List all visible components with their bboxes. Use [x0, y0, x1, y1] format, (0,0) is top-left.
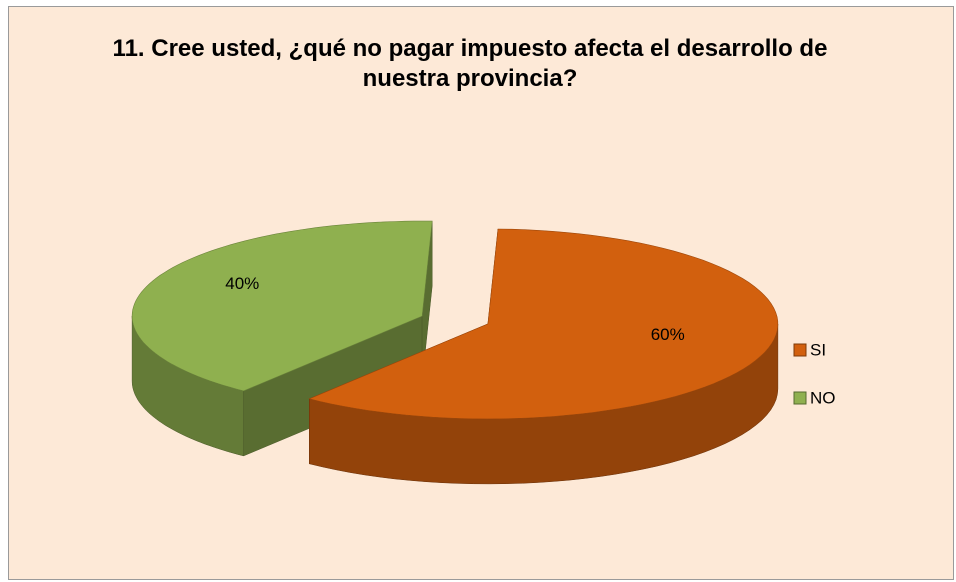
chart-title: 11. Cree usted, ¿qué no pagar impuesto a…	[112, 35, 828, 92]
legend-label: SI	[810, 340, 826, 359]
legend-label: NO	[810, 388, 836, 407]
legend-swatch	[793, 343, 807, 357]
slice	[131, 220, 433, 392]
data-label: 60%	[651, 325, 685, 344]
slice	[308, 228, 779, 420]
legend-swatch	[793, 391, 807, 405]
data-label: 40%	[225, 274, 259, 293]
